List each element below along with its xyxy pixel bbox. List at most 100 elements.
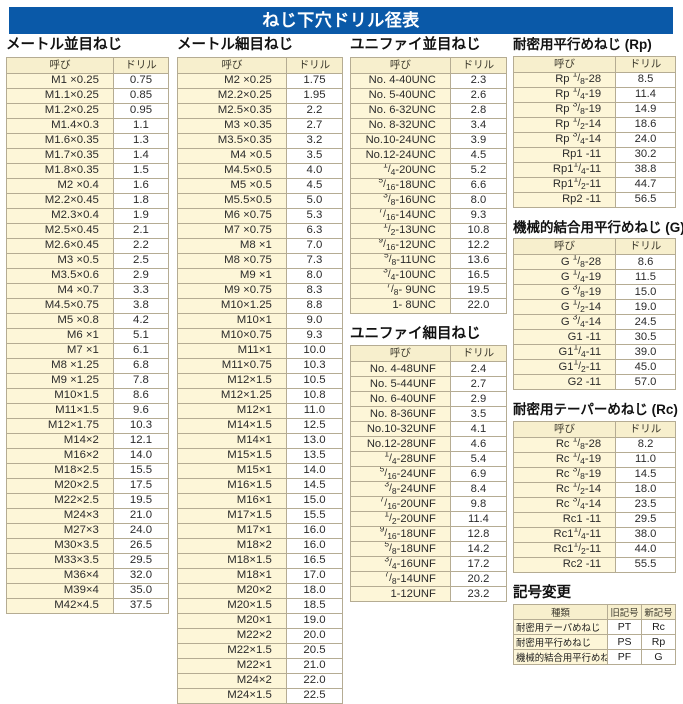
table-row: 9/16-12UNC 12.2 [350, 237, 508, 254]
table-row: 3/4-16UNF 17.2 [350, 556, 508, 572]
table-row: G1 -11 30.5 [512, 329, 676, 345]
table-row: M7 ×0.75 6.3 [177, 222, 344, 239]
cell-thread-designation: G11/2-11 [512, 359, 617, 375]
cell-drill-diameter: 2.4 [449, 361, 508, 377]
cell-thread-designation: Rc1 -11 [512, 511, 617, 528]
cell-drill-diameter: 3.9 [449, 132, 508, 149]
fraction: 9/16 [379, 526, 397, 541]
cell-drill-diameter: 9.6 [112, 402, 170, 419]
table-row: M10×1.25 8.8 [177, 297, 344, 314]
cell-drill-diameter: 9.0 [285, 312, 344, 329]
table-row: M17×1 16.0 [177, 522, 344, 539]
cell-thread-designation: Rp 3/4-14 [512, 131, 617, 148]
fraction: 9/16 [378, 238, 396, 252]
cell-thread-designation: M9 ×0.75 [177, 282, 287, 299]
cell-drill-diameter: 30.5 [615, 329, 676, 345]
cell-drill-diameter: 29.5 [112, 552, 170, 569]
table-row: Rp11/2-11 44.7 [512, 176, 676, 193]
cell-thread-designation: M18×2 [177, 537, 287, 554]
fraction: 7/8 [386, 283, 399, 297]
cell-drill-diameter: 4.1 [449, 421, 508, 437]
cell-thread-designation: M15×1 [177, 462, 287, 479]
page-title-bar: ねじ下穴ドリル径表 [9, 7, 673, 34]
table-row: 3/8-16UNC 8.0 [350, 192, 508, 209]
cell-thread-designation: G 3/4-14 [512, 314, 617, 330]
fraction: 5/8 [384, 541, 397, 556]
fraction: 1/4 [573, 162, 586, 176]
cell-thread-designation: M16×1 [177, 492, 287, 509]
fraction: 3/4 [572, 132, 585, 146]
cell-drill-diameter: 1.9 [112, 207, 170, 224]
cell-thread-designation: M20×1.5 [177, 597, 287, 614]
table-row: M12×1.75 10.3 [6, 417, 170, 434]
section-heading-unified-coarse: ユニファイ並目ねじ [350, 37, 481, 53]
cell-drill-diameter: 24.0 [615, 131, 676, 148]
table-row: M11×1.5 9.6 [6, 402, 170, 419]
table-row: M14×1 13.0 [177, 432, 344, 449]
table-row: M12×1 11.0 [177, 402, 344, 419]
table-row: M2 ×0.25 1.75 [177, 72, 344, 89]
cell-thread-designation: M18×2.5 [6, 462, 114, 479]
table-row: M10×0.75 9.3 [177, 327, 344, 344]
fraction: 1/2 [572, 117, 585, 131]
cell-drill-diameter: 14.0 [285, 462, 344, 479]
cell-thread-designation: M39×4 [6, 582, 114, 599]
column-header-drill: ドリル [449, 56, 508, 74]
fraction: 1/8 [572, 254, 585, 269]
fraction: 1/4 [572, 452, 585, 466]
table-row: No. 8-32UNC 3.4 [350, 117, 508, 134]
table-row: M2.2×0.45 1.8 [6, 192, 170, 209]
cell-drill-diameter: 16.5 [285, 552, 344, 569]
cell-old-symbol: PT [606, 619, 642, 635]
cell-thread-designation: Rc 1/4-19 [512, 451, 617, 468]
cell-drill-diameter: 3.3 [112, 282, 170, 299]
table-row: Rc11/2-11 44.0 [512, 541, 676, 558]
cell-drill-diameter: 17.2 [449, 556, 508, 572]
column-unified: ユニファイ並目ねじ 呼び ドリル No. 4-40UNC 2.3 No. 5-40U… [350, 37, 508, 602]
cell-drill-diameter: 5.1 [112, 327, 170, 344]
cell-thread-designation: M36×4 [6, 567, 114, 584]
cell-thread-designation: M6 ×0.75 [177, 207, 287, 224]
table-body: G 1/8-28 8.6 G 1/4-19 11.5 G 3/8-19 15.0 G 1/2… [512, 254, 676, 390]
table-row: 5/16-18UNC 6.6 [350, 177, 508, 194]
cell-drill-diameter: 19.5 [449, 282, 508, 299]
cell-thread-designation: No. 4-48UNF [350, 361, 451, 377]
fraction: 1/2 [573, 359, 586, 374]
table-row: M30×3.5 26.5 [6, 537, 170, 554]
table-header-row: 呼び ドリル [350, 56, 508, 74]
cell-thread-designation: 1- 8UNC [350, 297, 451, 314]
table-row: G 1/4-19 11.5 [512, 269, 676, 285]
cell-thread-designation: M10×1 [177, 312, 287, 329]
cell-thread-designation: 5/8-18UNF [350, 541, 451, 557]
cell-thread-designation: M12×1.5 [177, 372, 287, 389]
column-header-drill: ドリル [615, 238, 676, 255]
cell-drill-diameter: 3.5 [449, 406, 508, 422]
cell-thread-designation: M12×1.25 [177, 387, 287, 404]
cell-drill-diameter: 8.2 [615, 436, 676, 453]
cell-thread-designation: M1.8×0.35 [6, 162, 114, 179]
table-row: M1 ×0.25 0.75 [6, 72, 170, 89]
section-spacer [513, 573, 676, 586]
cell-thread-designation: M3 ×0.35 [177, 117, 287, 134]
table-row: 7/8-14UNF 20.2 [350, 571, 508, 587]
cell-thread-designation: M2.5×0.35 [177, 102, 287, 119]
cell-thread-designation: M1 ×0.25 [6, 72, 114, 89]
cell-drill-diameter: 11.5 [615, 269, 676, 285]
cell-drill-diameter: 12.8 [449, 526, 508, 542]
table-row: M4.5×0.75 3.8 [6, 297, 170, 314]
cell-drill-diameter: 6.3 [285, 222, 344, 239]
table-row: M15×1.5 13.5 [177, 447, 344, 464]
cell-drill-diameter: 19.5 [112, 492, 170, 509]
cell-drill-diameter: 23.2 [449, 586, 508, 602]
fraction: 1/4 [573, 344, 586, 359]
cell-drill-diameter: 16.0 [285, 522, 344, 539]
cell-drill-diameter: 10.5 [285, 372, 344, 389]
table-row: 7/8- 9UNC 19.5 [350, 282, 508, 299]
cell-drill-diameter: 44.7 [615, 176, 676, 193]
cell-thread-designation: M14×2 [6, 432, 114, 449]
table-row: M14×2 12.1 [6, 432, 170, 449]
table-row: M1.8×0.35 1.5 [6, 162, 170, 179]
cell-thread-designation: M9 ×1 [177, 267, 287, 284]
cell-drill-diameter: 18.5 [285, 597, 344, 614]
table-row: Rc 1/8-28 8.2 [512, 436, 676, 453]
